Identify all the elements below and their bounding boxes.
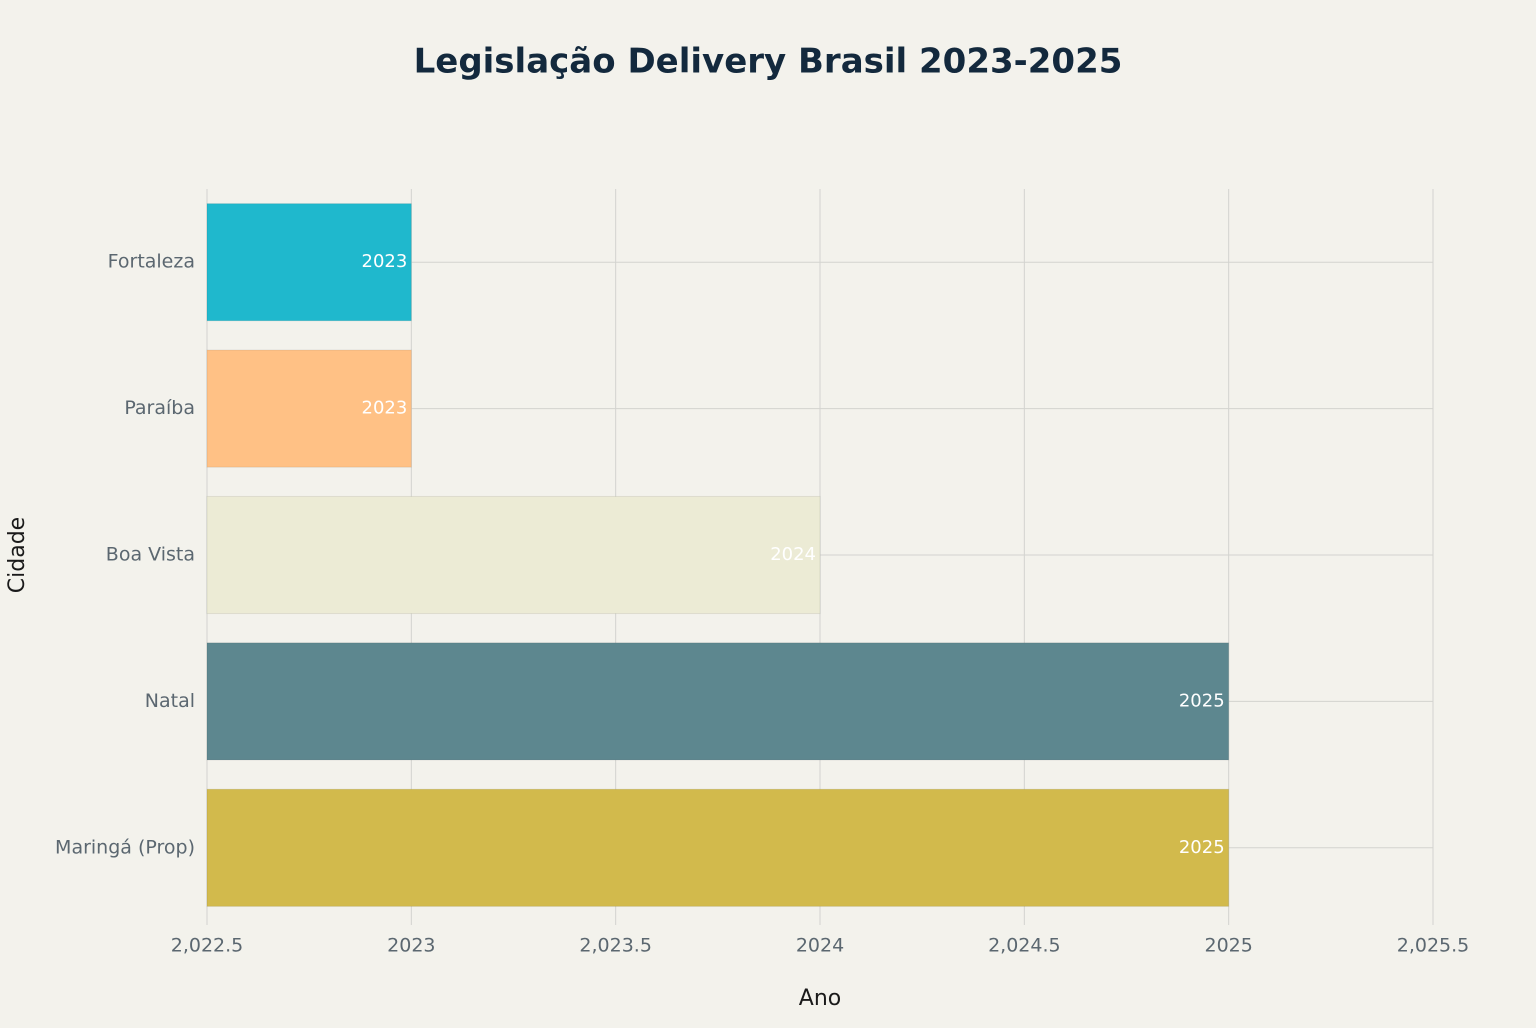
bar bbox=[206, 642, 1230, 761]
y-tick-label: Boa Vista bbox=[106, 544, 195, 566]
value-label: 2025 bbox=[1179, 690, 1225, 711]
x-tick-label: 2,024.5 bbox=[988, 935, 1061, 957]
y-tick-label: Maringá (Prop) bbox=[55, 836, 195, 858]
y-tick-label: Paraíba bbox=[124, 397, 195, 419]
y-tick-label: Natal bbox=[145, 690, 195, 712]
bar bbox=[206, 788, 1230, 907]
x-axis-title: Ano bbox=[799, 986, 841, 1011]
y-axis-title: Cidade bbox=[5, 517, 30, 593]
value-label: 2025 bbox=[1179, 837, 1225, 858]
x-tick-label: 2,022.5 bbox=[171, 935, 244, 957]
x-tick-label: 2,025.5 bbox=[1397, 935, 1470, 957]
bar bbox=[206, 495, 821, 615]
bar bbox=[206, 203, 412, 322]
x-tick-label: 2025 bbox=[1204, 935, 1252, 957]
x-tick-label: 2,023.5 bbox=[579, 935, 652, 957]
bar bbox=[206, 349, 412, 468]
value-label: 2023 bbox=[362, 398, 408, 419]
x-tick-label: 2024 bbox=[796, 935, 844, 957]
chart-title: Legislação Delivery Brasil 2023-2025 bbox=[414, 42, 1123, 82]
value-label: 2024 bbox=[770, 544, 816, 565]
x-tick-label: 2023 bbox=[387, 935, 435, 957]
value-label: 2023 bbox=[362, 251, 408, 272]
y-tick-label: Fortaleza bbox=[108, 251, 195, 273]
